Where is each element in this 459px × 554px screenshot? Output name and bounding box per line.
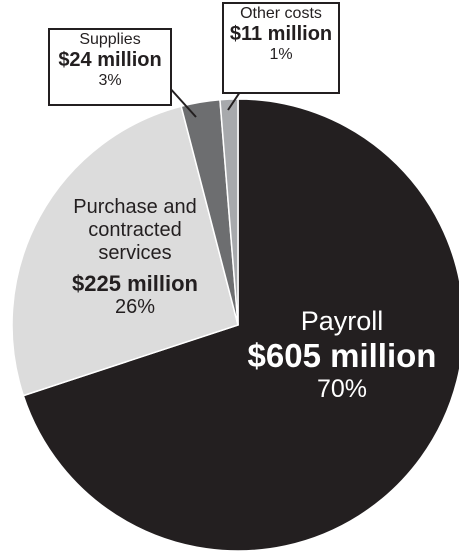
value-label: $605 million (247, 337, 437, 375)
category-label: Supplies (79, 31, 141, 48)
percent-label: 70% (316, 374, 368, 403)
category-label: Other costs (240, 5, 322, 22)
pie-slice (11, 105, 239, 397)
callout-line (167, 85, 197, 118)
value-label: $24 million (58, 49, 162, 72)
pie-slice (22, 98, 459, 552)
slice-label: Purchase and contracted services $225 mil… (50, 196, 220, 319)
value-label: $11 million (229, 23, 333, 46)
callout-box (222, 2, 340, 94)
slices (11, 98, 459, 552)
percent-label: 3% (98, 72, 122, 90)
category-label: Payroll (300, 306, 384, 336)
pie-slice (219, 98, 239, 326)
callout-box (48, 28, 172, 106)
slice-label: Other costs $11 million 1% (224, 5, 338, 65)
category-label: Purchase and contracted services (73, 196, 197, 264)
percent-label: 26% (114, 296, 156, 319)
callout-line (227, 91, 241, 111)
slice-label: Supplies $24 million 3% (50, 31, 170, 91)
slice-label: Payroll $605 million 70% (232, 306, 452, 404)
percent-label: 1% (269, 46, 293, 64)
value-label: $225 million (72, 271, 198, 296)
